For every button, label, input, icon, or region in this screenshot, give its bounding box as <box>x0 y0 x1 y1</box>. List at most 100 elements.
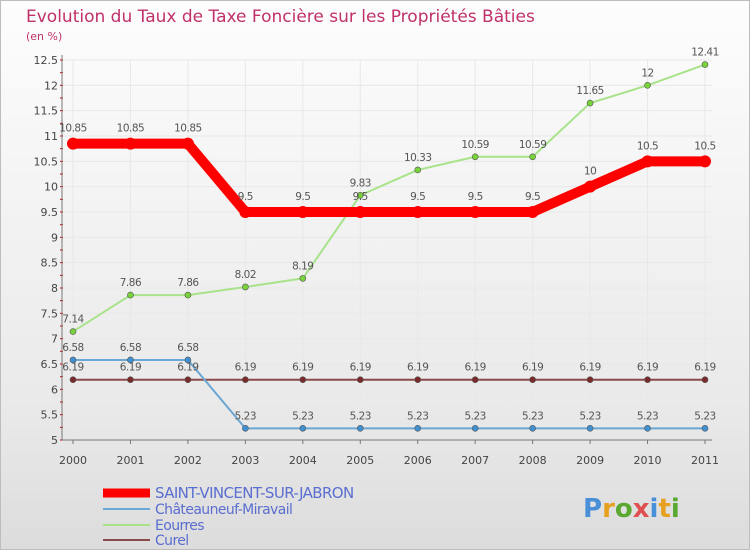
data-label: 6.19 <box>350 362 371 374</box>
data-point <box>411 206 424 218</box>
data-label: 9.5 <box>525 191 540 203</box>
data-point <box>124 137 137 150</box>
data-point <box>469 206 482 218</box>
proxiti-logo: Proxiti <box>583 494 680 524</box>
y-tick-label: 5 <box>51 434 58 447</box>
data-label: 6.19 <box>62 362 83 374</box>
data-point <box>529 376 536 384</box>
series-line-0 <box>68 138 710 217</box>
legend-label: Eourres <box>155 518 204 534</box>
y-tick-label: 7 <box>51 333 58 346</box>
data-point <box>69 376 77 384</box>
data-point <box>127 291 134 299</box>
data-label: 6.19 <box>407 362 428 374</box>
data-point <box>181 137 194 150</box>
x-tick-label: 2003 <box>231 454 259 467</box>
data-label: 6.19 <box>120 362 141 374</box>
x-tick-label: 2011 <box>691 454 719 467</box>
logo-letter: i <box>650 494 659 524</box>
y-tick-label: 9 <box>51 231 58 244</box>
data-label: 8.02 <box>235 269 256 281</box>
data-label: 5.23 <box>407 410 428 422</box>
data-point <box>296 206 309 218</box>
x-tick-label: 2008 <box>519 454 547 467</box>
data-point <box>701 425 709 432</box>
data-label: 6.19 <box>579 362 600 374</box>
data-label: 9.83 <box>350 177 371 189</box>
chart-title: Evolution du Taux de Taxe Foncière sur l… <box>26 7 535 27</box>
data-label: 9.5 <box>410 191 425 203</box>
legend-label: Curel <box>155 533 189 549</box>
data-point <box>356 191 364 199</box>
data-label: 6.58 <box>62 342 83 354</box>
data-point <box>69 356 77 364</box>
data-point <box>529 425 536 432</box>
data-label: 7.86 <box>177 277 199 289</box>
data-point <box>471 153 479 161</box>
logo-letter: t <box>658 494 670 524</box>
data-label: 11.65 <box>576 85 604 97</box>
data-point <box>239 206 252 218</box>
data-label: 6.19 <box>637 362 658 374</box>
data-label: 5.23 <box>292 410 313 422</box>
data-point <box>242 425 249 432</box>
data-label: 6.19 <box>292 362 313 374</box>
data-label: 5.23 <box>350 410 371 422</box>
data-label: 9.5 <box>238 191 253 203</box>
data-point <box>701 61 709 68</box>
data-point <box>644 376 651 384</box>
data-label: 10.5 <box>694 140 715 152</box>
data-label: 6.19 <box>694 362 715 374</box>
data-point <box>471 376 479 384</box>
logo-letter: r <box>602 494 615 524</box>
data-point <box>701 376 709 384</box>
x-tick-label: 2007 <box>461 454 489 467</box>
data-label: 6.58 <box>177 342 198 354</box>
x-tick-label: 2006 <box>404 454 432 467</box>
data-point <box>414 376 422 384</box>
legend-label: SAINT-VINCENT-SUR-JABRON <box>155 484 354 502</box>
data-point <box>356 425 364 432</box>
data-point <box>586 99 594 107</box>
logo-letter: x <box>633 494 650 524</box>
y-tick-label: 11.5 <box>34 105 59 118</box>
data-point <box>414 166 422 174</box>
data-point <box>414 425 422 432</box>
data-label: 10.85 <box>174 123 202 135</box>
data-label: 5.23 <box>579 410 600 422</box>
data-label: 6.19 <box>464 362 485 374</box>
y-tick-label: 11 <box>44 130 58 143</box>
data-point <box>299 425 307 432</box>
grid-layer <box>62 59 712 441</box>
data-point <box>184 376 192 384</box>
series-layer <box>67 61 711 432</box>
data-label: 10.59 <box>461 139 489 151</box>
data-point <box>354 206 367 218</box>
data-point <box>584 180 597 193</box>
data-label: 5.23 <box>637 410 658 422</box>
data-label: 7.86 <box>120 277 142 289</box>
data-point <box>644 425 651 432</box>
legend-label: Châteauneuf-Miravail <box>155 502 292 518</box>
data-point <box>67 137 79 150</box>
data-label: 5.23 <box>464 410 485 422</box>
data-point <box>586 425 594 432</box>
data-point <box>184 291 192 299</box>
y-tick-label: 8.5 <box>41 257 59 270</box>
y-tick-label: 10.5 <box>34 155 59 168</box>
data-label: 9.5 <box>295 191 310 203</box>
data-label: 10.85 <box>117 123 145 135</box>
y-tick-label: 9.5 <box>41 206 59 219</box>
data-point <box>127 376 134 384</box>
data-point <box>529 153 536 161</box>
y-tick-label: 7.5 <box>41 307 59 320</box>
series-line-2 <box>72 63 706 333</box>
data-label: 6.19 <box>522 362 543 374</box>
x-tick-label: 2005 <box>346 454 374 467</box>
data-label: 5.23 <box>694 410 715 422</box>
data-point <box>526 206 539 218</box>
axis-layer: 5 5.5 6 6.5 7 7.5 8 8.5 9 9.5 10 10.5 11 11.5 12 12.5 20… <box>34 54 720 467</box>
